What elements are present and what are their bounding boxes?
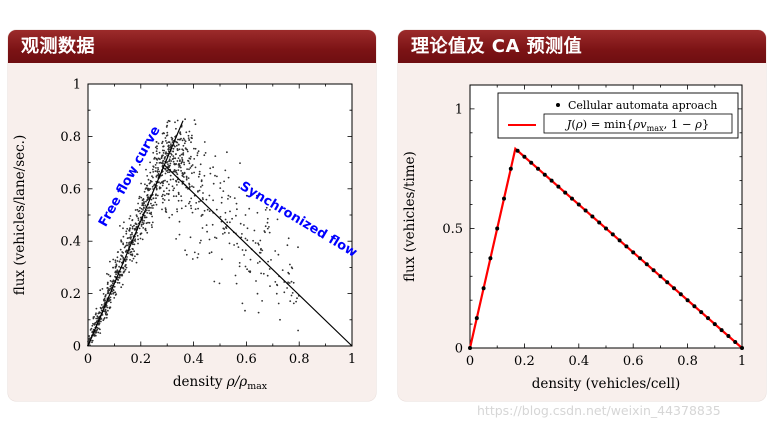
ca-dot [706, 316, 710, 321]
watermark: https://blog.csdn.net/weixin_44378835 [477, 403, 721, 418]
x-axis-label: density ρ/ρmax [173, 374, 268, 392]
free-flow-line [87, 120, 184, 347]
slide-theory-title: 理论值及 CA 预测值 [398, 30, 766, 63]
ca-dot [604, 226, 608, 231]
ca-dot [495, 226, 500, 231]
ca-dot [515, 148, 520, 153]
ca-dot [617, 238, 622, 243]
ca-dot [624, 244, 629, 249]
ca-dot [726, 334, 731, 338]
ca-dot [712, 322, 717, 327]
x-tick-label: 0.2 [130, 352, 151, 367]
chart-theory: 0 0.2 0.4 0.6 0.8 1 0 0.5 1 Cellular automata apr… [402, 84, 746, 392]
axis-frame [87, 83, 353, 347]
ca-dot [631, 250, 636, 255]
ca-dot [542, 172, 547, 177]
ca-dot [563, 190, 568, 195]
slide-observed-title-text: 观测数据 [21, 36, 95, 57]
slide-observed-body: 0 0.2 0.4 0.6 0.8 1 0 0.2 0.4 0.6 0.8 1 Free flow cu… [8, 63, 376, 401]
ca-dot [508, 166, 513, 171]
slide-theory-body: 0 0.2 0.4 0.6 0.8 1 0 0.5 1 Cellular automata apr… [398, 63, 766, 401]
x-tick-label: 0.2 [514, 354, 535, 369]
x-tick-label: 0.4 [568, 354, 589, 369]
ca-dot [665, 280, 670, 285]
ca-dot [474, 316, 479, 321]
ca-dot [481, 286, 486, 291]
y-tick-label: 0.4 [60, 235, 81, 250]
ca-dot [488, 256, 493, 261]
y-tick-label: 0.2 [60, 287, 81, 302]
x-tick-label: 1 [348, 352, 356, 367]
legend-dot-label: Cellular automata aproach [568, 99, 717, 112]
x-tick-label: 0.8 [677, 354, 698, 369]
slide-observed: 观测数据 0 0.2 0.4 0.6 0.8 1 0 0.2 0.4 0.6 0.8 1 Free fl… [8, 30, 376, 401]
x-tick-label: 0.6 [623, 354, 644, 369]
ca-dot [610, 232, 615, 237]
ca-dot [692, 304, 697, 309]
ca-dot [549, 178, 554, 183]
axis-frame [469, 84, 743, 349]
legend-formula-box [543, 113, 733, 134]
ca-dot [583, 208, 588, 213]
ca-dot [658, 274, 663, 279]
ca-dot [468, 346, 472, 350]
slide-observed-title: 观测数据 [8, 30, 376, 63]
ca-dot [733, 340, 738, 344]
x-tick-label: 0.8 [289, 352, 310, 367]
ca-dot [556, 184, 561, 189]
ca-dot [570, 196, 574, 201]
y-tick-label: 0 [455, 342, 463, 357]
synchronized-line [164, 164, 353, 347]
x-tick-label: 1 [738, 354, 746, 369]
y-tick-label: 0.6 [60, 182, 81, 197]
ca-dot [638, 256, 642, 261]
ca-dot [590, 214, 595, 219]
ca-dot [644, 262, 649, 267]
tick-labels: 0 0.2 0.4 0.6 0.8 1 0 0.5 1 [442, 102, 746, 369]
y-tick-label: 0 [73, 340, 81, 355]
ca-dot [522, 154, 527, 159]
ca-dot [502, 196, 506, 201]
y-tick-label: 0.5 [442, 222, 463, 237]
plot-background [88, 84, 352, 346]
legend-formula: J(ρ) = min{ρvmax, 1 − ρ} [565, 117, 710, 133]
x-tick-label: 0.6 [236, 352, 257, 367]
x-tick-label: 0 [466, 354, 474, 369]
y-tick-label: 1 [455, 102, 463, 117]
y-axis-label: flux (vehicles/lane/sec.) [12, 135, 28, 295]
y-tick-label: 1 [73, 78, 81, 93]
ca-dot [597, 220, 602, 225]
x-tick-label: 0.4 [183, 352, 204, 367]
y-axis-label: flux (vehicles/time) [402, 151, 418, 282]
ca-dot [529, 160, 534, 165]
ca-dot [699, 310, 704, 315]
ca-dots [468, 148, 744, 350]
ca-dot [678, 292, 683, 297]
x-tick-label: 0 [84, 352, 92, 367]
ca-dot [672, 286, 676, 291]
ca-dot [576, 202, 581, 207]
slide-theory: 理论值及 CA 预测值 0 0.2 0.4 0.6 0.8 1 0 0.5 1 Cellular … [398, 30, 766, 401]
ca-dot [740, 346, 744, 350]
tick-labels: 0 0.2 0.4 0.6 0.8 1 0 0.2 0.4 0.6 0.8 1 [60, 78, 356, 368]
legend-dot-marker [556, 103, 560, 107]
ca-dot [536, 166, 540, 171]
slide-theory-title-text: 理论值及 CA 预测值 [411, 36, 583, 57]
ca-dot [651, 268, 656, 273]
ca-dot [719, 328, 724, 333]
y-tick-label: 0.8 [60, 130, 81, 145]
ca-dot [685, 298, 690, 303]
x-axis-label: density (vehicles/cell) [532, 376, 681, 392]
